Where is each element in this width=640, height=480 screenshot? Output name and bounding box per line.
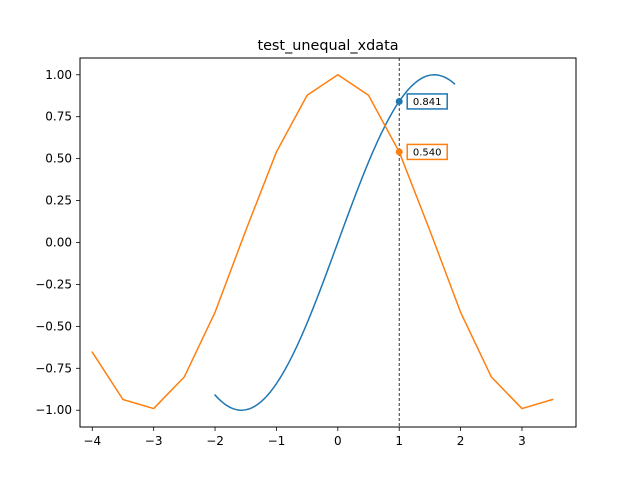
cursor-marker-1[interactable] xyxy=(395,97,403,105)
x-tick-label: 2 xyxy=(457,434,465,448)
y-tick-label: 1.00 xyxy=(45,68,72,82)
y-tick-label: 0.50 xyxy=(45,152,72,166)
series-layer xyxy=(91,74,554,411)
y-tick-label: −0.75 xyxy=(35,361,72,375)
cursor-layer: 0.841 0.540 xyxy=(395,58,448,427)
x-tick-label: −3 xyxy=(145,434,163,448)
chart-title: test_unequal_xdata xyxy=(257,38,398,54)
x-tick-label: 0 xyxy=(334,434,342,448)
x-tick-label: 1 xyxy=(395,434,403,448)
x-tick-label: −2 xyxy=(206,434,224,448)
x-tick-label: −1 xyxy=(268,434,286,448)
cursor-annotation-label-2: 0.540 xyxy=(413,147,442,158)
y-tick-label: 0.75 xyxy=(45,110,72,124)
y-tick-label: 0.00 xyxy=(45,236,72,250)
y-tick-label: −1.00 xyxy=(35,403,72,417)
axes-layer: −4 −3 −2 −1 0 1 2 3 −1.00 −0.75 −0.50 −0.25 0.00 0.25… xyxy=(35,57,577,448)
cursor-annotation-label-1: 0.841 xyxy=(413,97,442,108)
series-1-line xyxy=(213,74,456,411)
cursor-annotation-box-1 xyxy=(406,93,448,110)
x-tick-label: 3 xyxy=(518,434,526,448)
series-2-line xyxy=(91,74,554,410)
y-tick-label: 0.25 xyxy=(45,194,72,208)
y-tick-label: −0.50 xyxy=(35,319,72,333)
x-tick-label: −4 xyxy=(83,434,101,448)
cursor-annotation-box-2 xyxy=(406,143,448,161)
y-tick-label: −0.25 xyxy=(35,277,72,291)
cursor-marker-2[interactable] xyxy=(395,148,403,156)
